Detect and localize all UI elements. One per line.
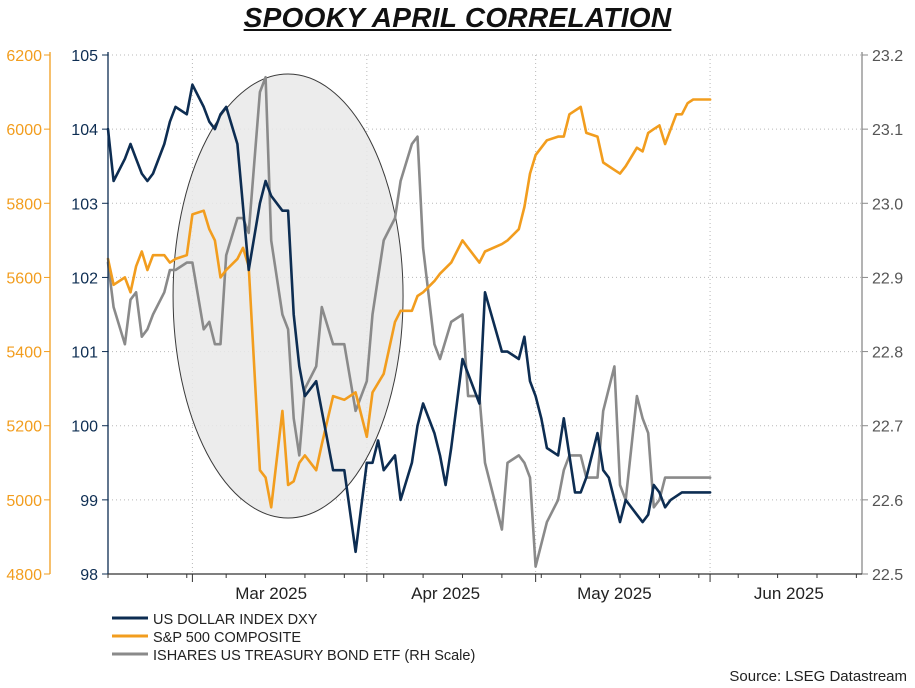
etf-tick-label: 23.0 bbox=[872, 196, 903, 213]
x-tick-label: Apr 2025 bbox=[411, 584, 480, 603]
spx-tick-label: 5800 bbox=[6, 196, 42, 213]
axis-layer: 4800 5000 5200 5400 5600 5800 6000 6200 98 99 100 1… bbox=[6, 48, 903, 603]
legend-label-dxy: US DOLLAR INDEX DXY bbox=[153, 612, 318, 628]
etf-tick-label: 22.7 bbox=[872, 419, 903, 436]
dxy-tick-label: 102 bbox=[71, 270, 98, 287]
source-note: Source: LSEG Datastream bbox=[729, 668, 907, 685]
spx-tick-label: 6200 bbox=[6, 48, 42, 65]
spx-tick-label: 6000 bbox=[6, 122, 42, 139]
spx-tick-label: 5400 bbox=[6, 345, 42, 362]
dxy-tick-label: 100 bbox=[71, 419, 98, 436]
dxy-tick-label: 105 bbox=[71, 48, 98, 65]
chart-title: SPOOKY APRIL CORRELATION bbox=[243, 2, 672, 33]
etf-tick-label: 22.9 bbox=[872, 270, 903, 287]
etf-tick-label: 23.2 bbox=[872, 48, 903, 65]
series-line-etf bbox=[106, 75, 712, 568]
legend-label-spx: S&P 500 COMPOSITE bbox=[153, 630, 301, 646]
highlight-ellipse bbox=[172, 73, 404, 519]
x-tick-label: Jun 2025 bbox=[754, 584, 824, 603]
spx-tick-label: 5000 bbox=[6, 493, 42, 510]
etf-tick-label: 22.6 bbox=[872, 493, 903, 510]
dxy-tick-label: 103 bbox=[71, 196, 98, 213]
series-line-spx bbox=[106, 98, 712, 509]
legend-layer: US DOLLAR INDEX DXY S&P 500 COMPOSITE ISHA… bbox=[112, 612, 475, 664]
dxy-tick-label: 101 bbox=[71, 345, 98, 362]
spx-tick-label: 5600 bbox=[6, 270, 42, 287]
spx-tick-label: 4800 bbox=[6, 567, 42, 584]
series-line-dxy bbox=[106, 83, 712, 554]
etf-tick-label: 22.5 bbox=[872, 567, 903, 584]
dxy-tick-label: 104 bbox=[71, 122, 98, 139]
series-layer bbox=[106, 75, 712, 568]
etf-tick-label: 22.8 bbox=[872, 345, 903, 362]
x-tick-label: Mar 2025 bbox=[235, 584, 307, 603]
dxy-tick-label: 98 bbox=[80, 567, 98, 584]
etf-tick-label: 23.1 bbox=[872, 122, 903, 139]
spx-tick-label: 5200 bbox=[6, 419, 42, 436]
legend-label-etf: ISHARES US TREASURY BOND ETF (RH Scale) bbox=[153, 648, 475, 664]
x-tick-label: May 2025 bbox=[577, 584, 652, 603]
dxy-tick-label: 99 bbox=[80, 493, 98, 510]
highlight-layer bbox=[172, 73, 404, 519]
